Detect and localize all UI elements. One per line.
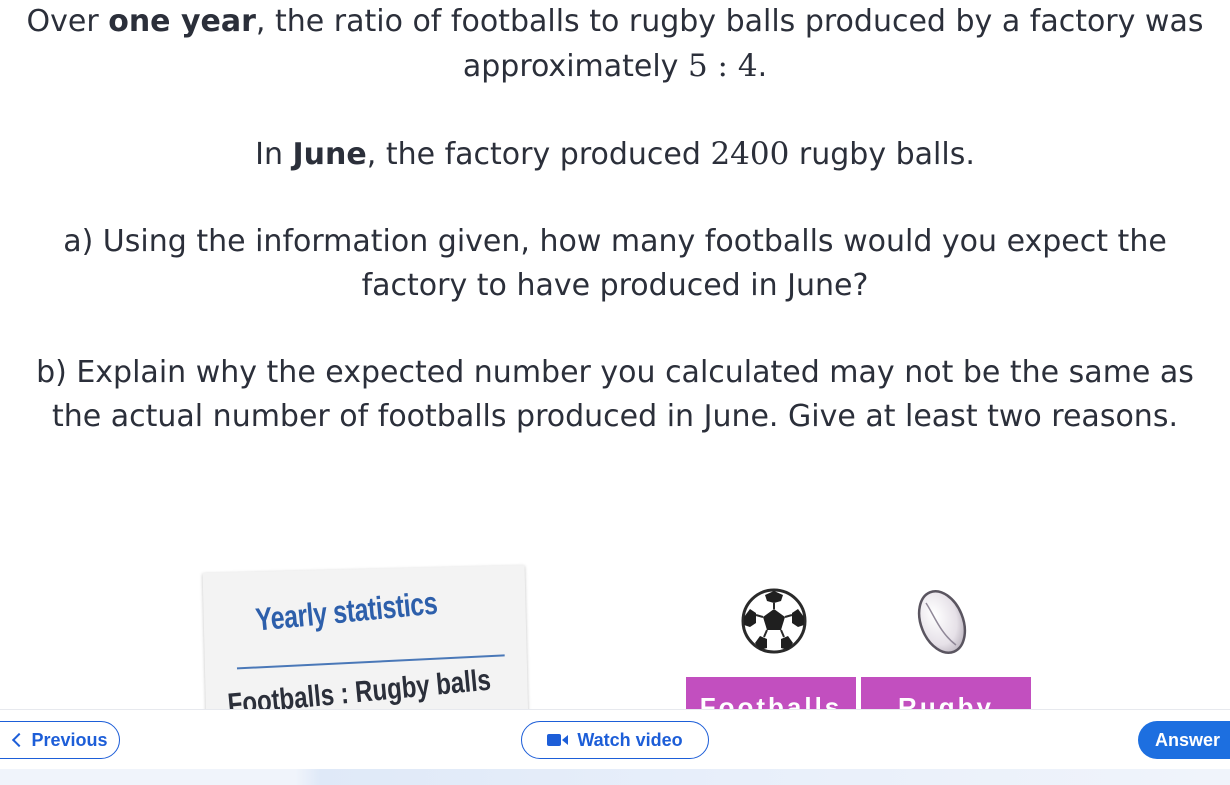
illustration: Yearly statistics Footballs : Rugby ball… [0, 555, 1230, 710]
intro-bold: one year [108, 4, 256, 39]
footballs-box: Footballs [686, 677, 856, 710]
june-text-end: rugby balls. [789, 137, 975, 172]
answer-label: Answer [1155, 729, 1221, 750]
rugby-count: 2400 [710, 136, 790, 172]
intro-end: . [757, 49, 768, 84]
june-text: In [255, 137, 293, 172]
yearly-statistics-paper: Yearly statistics Footballs : Rugby ball… [202, 565, 530, 710]
ratio-value: 5 : 4 [687, 48, 758, 84]
answer-button[interactable]: Answer [1138, 721, 1230, 759]
question-intro: Over one year, the ratio of footballs to… [0, 0, 1230, 89]
chevron-left-icon [12, 732, 27, 748]
question-part-a: a) Using the information given, how many… [63, 224, 1167, 303]
previous-label: Previous [31, 729, 108, 750]
bottom-nav-bar: Previous Watch video Answer [0, 709, 1230, 770]
football-icon [740, 587, 808, 659]
rugby-balls-box: Rugby balls [861, 677, 1031, 710]
intro-text: Over [26, 4, 109, 39]
question-text: Over one year, the ratio of footballs to… [0, 0, 1230, 434]
previous-button[interactable]: Previous [0, 721, 120, 759]
question-june: In June, the factory produced 2400 rugby… [0, 132, 1230, 177]
intro-text-cont: , the ratio of footballs to rugby balls … [255, 4, 1204, 84]
stats-ratio: Footballs : Rugby balls [226, 663, 493, 710]
rugby-ball-icon [912, 587, 972, 661]
bottom-strip [0, 769, 1230, 785]
watch-video-label: Watch video [577, 729, 683, 750]
june-bold: June [292, 137, 367, 172]
video-camera-icon [547, 733, 569, 747]
question-part-b: b) Explain why the expected number you c… [36, 355, 1194, 434]
june-text-mid: , the factory produced [366, 137, 711, 172]
watch-video-button[interactable]: Watch video [521, 721, 709, 759]
stats-title: Yearly statistics [254, 584, 439, 638]
